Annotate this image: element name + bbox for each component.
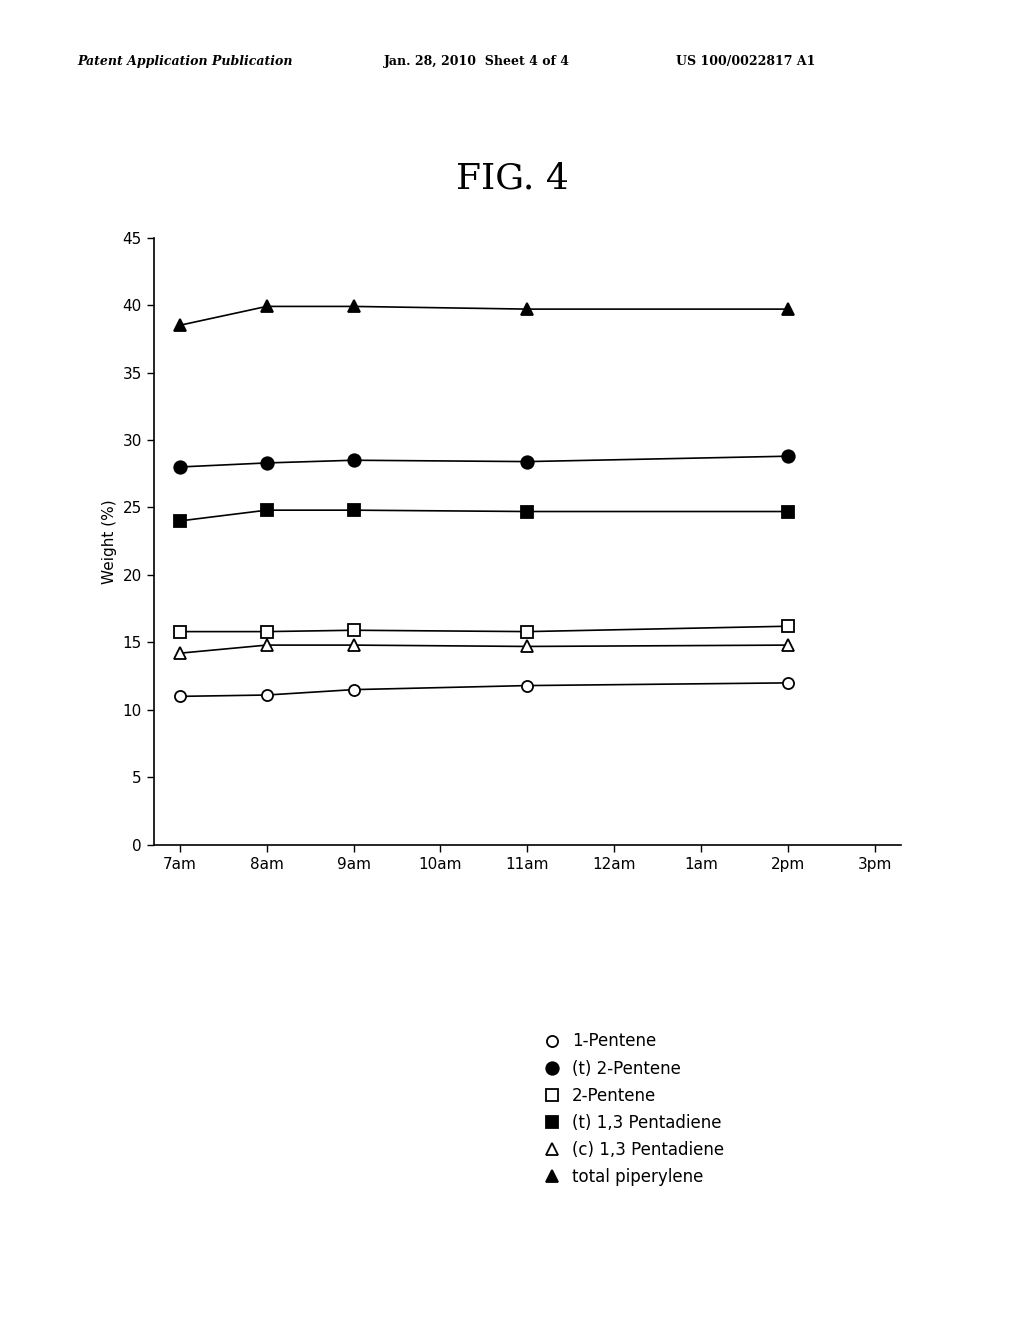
Text: Patent Application Publication: Patent Application Publication: [77, 55, 292, 69]
Legend: 1-Pentene, (t) 2-Pentene, 2-Pentene, (t) 1,3 Pentadiene, (c) 1,3 Pentadiene, tot: 1-Pentene, (t) 2-Pentene, 2-Pentene, (t)…: [546, 1032, 724, 1187]
Text: US 100/0022817 A1: US 100/0022817 A1: [676, 55, 815, 69]
Text: FIG. 4: FIG. 4: [456, 161, 568, 195]
Text: Jan. 28, 2010  Sheet 4 of 4: Jan. 28, 2010 Sheet 4 of 4: [384, 55, 570, 69]
Y-axis label: Weight (%): Weight (%): [101, 499, 117, 583]
